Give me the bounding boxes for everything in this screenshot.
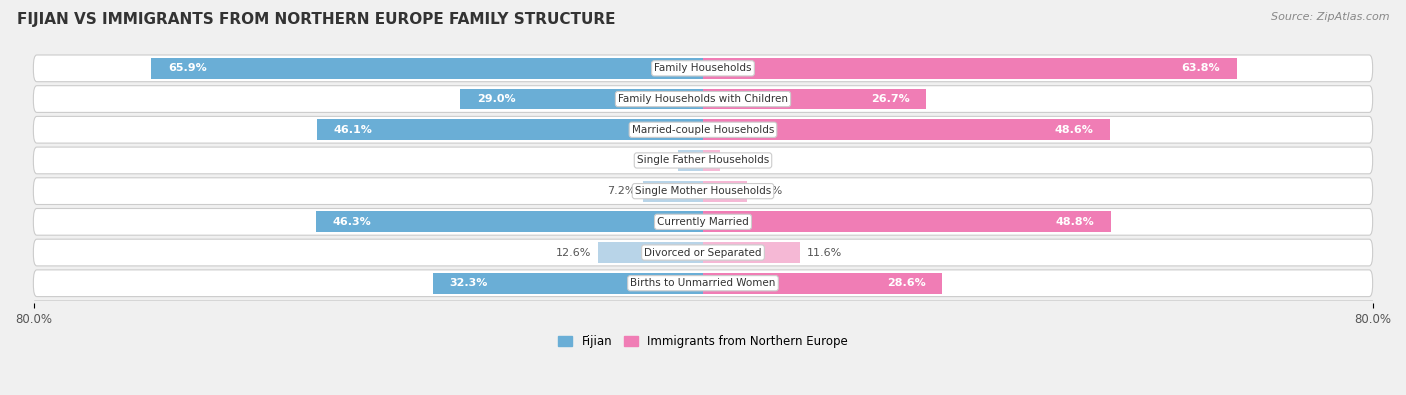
Text: Divorced or Separated: Divorced or Separated [644,248,762,258]
Bar [598,242,703,263]
Text: 46.1%: 46.1% [335,125,373,135]
Text: Single Father Households: Single Father Households [637,156,769,166]
FancyBboxPatch shape [34,270,1372,297]
Text: 32.3%: 32.3% [450,278,488,288]
Bar [703,58,1237,79]
Bar [318,119,703,140]
Text: 63.8%: 63.8% [1181,63,1220,73]
FancyBboxPatch shape [34,86,1372,113]
Text: Currently Married: Currently Married [657,217,749,227]
Bar [678,150,703,171]
Text: 65.9%: 65.9% [169,63,207,73]
Text: 46.3%: 46.3% [332,217,371,227]
Text: 29.0%: 29.0% [477,94,516,104]
FancyBboxPatch shape [34,178,1372,205]
Text: 12.6%: 12.6% [555,248,591,258]
Text: 28.6%: 28.6% [887,278,925,288]
Text: 2.0%: 2.0% [727,156,755,166]
FancyBboxPatch shape [34,117,1372,143]
FancyBboxPatch shape [34,55,1372,82]
Bar [703,150,720,171]
Text: Births to Unmarried Women: Births to Unmarried Women [630,278,776,288]
FancyBboxPatch shape [34,209,1372,235]
Text: 3.0%: 3.0% [643,156,671,166]
Bar [703,88,927,109]
Bar [703,242,800,263]
Text: Married-couple Households: Married-couple Households [631,125,775,135]
Bar [315,211,703,232]
Text: 48.8%: 48.8% [1056,217,1095,227]
Text: 48.6%: 48.6% [1054,125,1092,135]
Bar [152,58,703,79]
Text: Single Mother Households: Single Mother Households [636,186,770,196]
Text: 11.6%: 11.6% [807,248,842,258]
Legend: Fijian, Immigrants from Northern Europe: Fijian, Immigrants from Northern Europe [553,331,853,353]
Text: 7.2%: 7.2% [607,186,636,196]
Text: Source: ZipAtlas.com: Source: ZipAtlas.com [1271,12,1389,22]
Bar [703,181,748,201]
Bar [703,119,1109,140]
Text: Family Households with Children: Family Households with Children [619,94,787,104]
Bar [643,181,703,201]
Text: FIJIAN VS IMMIGRANTS FROM NORTHERN EUROPE FAMILY STRUCTURE: FIJIAN VS IMMIGRANTS FROM NORTHERN EUROP… [17,12,616,27]
FancyBboxPatch shape [34,147,1372,174]
Bar [703,211,1111,232]
Bar [460,88,703,109]
Text: 5.3%: 5.3% [754,186,782,196]
Text: 26.7%: 26.7% [870,94,910,104]
FancyBboxPatch shape [34,239,1372,266]
Bar [433,273,703,293]
Bar [703,273,942,293]
Text: Family Households: Family Households [654,63,752,73]
